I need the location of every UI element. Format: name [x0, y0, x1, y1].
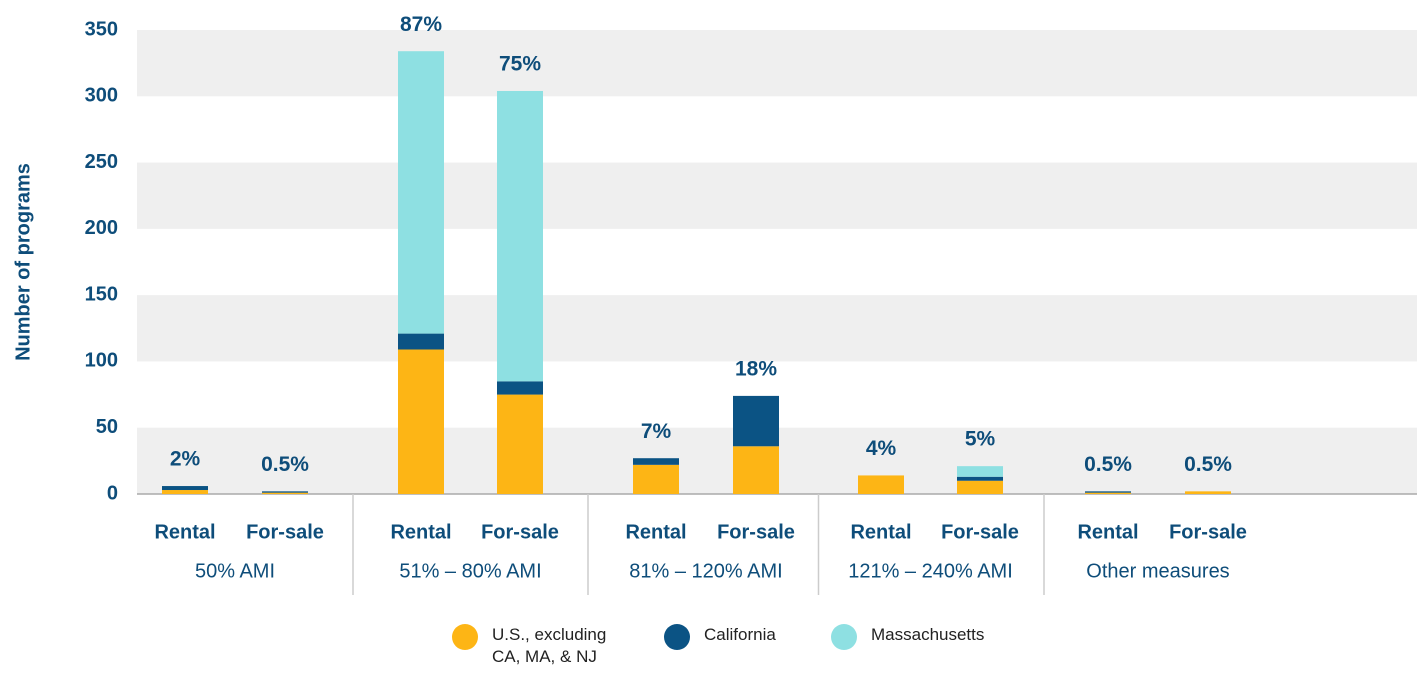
bar-segment	[497, 381, 543, 395]
y-tick-label: 50	[96, 416, 118, 438]
y-tick-label: 150	[85, 283, 118, 305]
x-tick-label: Rental	[625, 521, 686, 543]
y-axis-label: Number of programs	[12, 163, 34, 361]
legend-swatch	[664, 624, 690, 650]
x-tick-label: For-sale	[481, 521, 559, 543]
y-tick-label: 300	[85, 85, 118, 107]
bar-segment	[398, 333, 444, 350]
bar-segment	[957, 466, 1003, 477]
legend-item: U.S., excluding CA, MA, & NJ	[452, 624, 632, 668]
y-tick-label: 0	[107, 482, 118, 504]
share-label: 7%	[641, 420, 672, 443]
group-label: 121% – 240% AMI	[848, 560, 1013, 582]
y-tick-label: 200	[85, 217, 118, 239]
share-label: 0.5%	[1184, 453, 1232, 476]
bar-segment	[497, 394, 543, 494]
bar-segment	[633, 464, 679, 494]
bar-segment	[262, 491, 308, 493]
legend-label: California	[704, 625, 776, 644]
share-label: 75%	[499, 53, 541, 76]
bar-segment	[1085, 492, 1131, 494]
chart: Number of programs 0 50 100 150 200 250 300 350…	[12, 13, 1417, 595]
bar-segment	[733, 395, 779, 447]
y-tick-label: 250	[85, 151, 118, 173]
y-tick-label: 350	[85, 18, 118, 40]
x-tick-label: Rental	[1077, 521, 1138, 543]
legend-label: U.S., excluding CA, MA, & NJ	[492, 625, 607, 666]
x-tick-label: Rental	[154, 521, 215, 543]
x-tick-label: For-sale	[1169, 521, 1247, 543]
group-label: 81% – 120% AMI	[629, 560, 782, 582]
legend-swatch	[452, 624, 478, 650]
bar-segment	[733, 446, 779, 494]
x-tick-label: Rental	[850, 521, 911, 543]
x-tick-label: Rental	[390, 521, 451, 543]
bar-segment	[858, 475, 904, 494]
legend-item: California	[664, 624, 776, 650]
share-label: 2%	[170, 448, 201, 471]
legend-item: Massachusetts	[831, 624, 984, 650]
group-label: 50% AMI	[195, 560, 275, 582]
bar-segment	[633, 458, 679, 465]
bar-segment	[957, 476, 1003, 481]
bar-segment	[497, 90, 543, 382]
bar-segment	[162, 490, 208, 494]
grid-band	[137, 30, 1417, 97]
legend-label: Massachusetts	[871, 625, 985, 644]
bar-segment	[1185, 491, 1231, 494]
x-tick-label: For-sale	[246, 521, 324, 543]
bar-segment	[398, 51, 444, 334]
share-label: 4%	[866, 437, 897, 460]
share-label: 5%	[965, 428, 996, 451]
grid-band	[137, 295, 1417, 362]
bar-segment	[162, 486, 208, 491]
x-tick-label: For-sale	[717, 521, 795, 543]
x-tick-label: For-sale	[941, 521, 1019, 543]
bar-segment	[1085, 491, 1131, 493]
group-label: 51% – 80% AMI	[399, 560, 541, 582]
legend-swatch	[831, 624, 857, 650]
y-tick-label: 100	[85, 350, 118, 372]
grid-band	[137, 162, 1417, 229]
share-label: 18%	[735, 357, 777, 380]
share-label: 0.5%	[261, 453, 309, 476]
group-label: Other measures	[1086, 560, 1229, 582]
legend: U.S., excluding CA, MA, & NJ California Ma…	[0, 624, 1417, 684]
bar-segment	[262, 492, 308, 494]
bar-segment	[398, 349, 444, 494]
share-label: 87%	[400, 13, 442, 36]
share-label: 0.5%	[1084, 453, 1132, 476]
bar-segment	[957, 480, 1003, 494]
